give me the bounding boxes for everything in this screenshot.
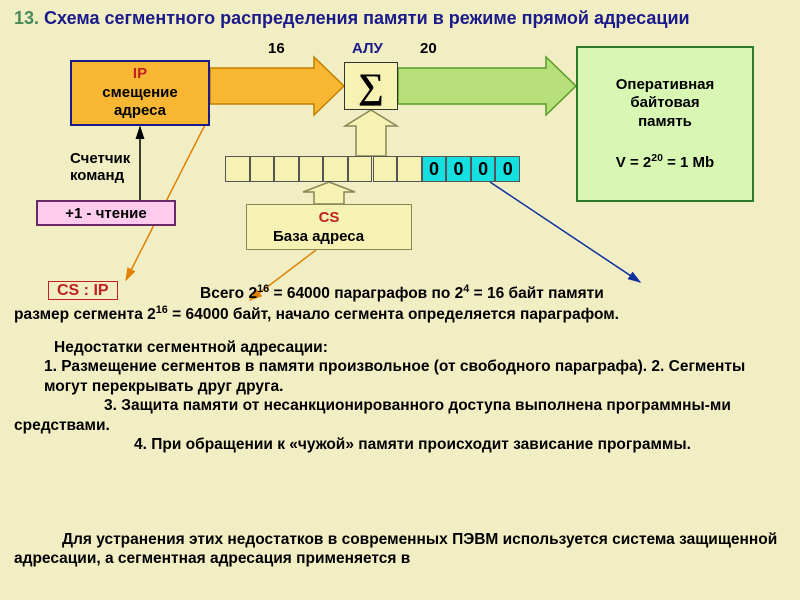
p3-text: Для устранения этих недостатков в соврем… (14, 531, 777, 567)
cs-register-box: CS База адреса (246, 204, 412, 250)
para1a: Всего 216 = 64000 параграфов по 24 = 16 … (200, 285, 604, 302)
p2-1: 1. Размещение сегментов в памяти произво… (44, 358, 745, 394)
cs-reg-name: CS (319, 209, 340, 226)
slide-title: 13. Схема сегментного распределения памя… (14, 8, 790, 29)
address-cell (225, 156, 250, 182)
address-cell (323, 156, 348, 182)
ip-line3: адреса (114, 102, 166, 121)
p2-3: 3. Защита памяти от несанкционированного… (14, 397, 731, 433)
mem-volume: V = 220 = 1 Mb (616, 152, 714, 173)
alu-sigma-box: ∑ (344, 62, 398, 110)
bus-width-20: 20 (420, 40, 437, 57)
address-cell-zero: 0 (495, 156, 520, 182)
mem-line2: байтовая (630, 94, 699, 113)
alu-label: АЛУ (352, 40, 383, 57)
address-cell (299, 156, 324, 182)
address-cell (397, 156, 422, 182)
paragraph-sizes: Всего 216 = 64000 параграфов по 24 = 16 … (14, 283, 786, 324)
address-cell (373, 156, 398, 182)
mem-line1: Оперативная (616, 76, 715, 95)
address-cell (250, 156, 275, 182)
counter-label: +1 - чтение (65, 205, 146, 222)
ip-register-box: IP смещение адреса (70, 60, 210, 126)
counter-caption-1: Счетчик (70, 150, 130, 167)
counter-caption: Счетчик команд (70, 150, 130, 184)
paragraph-drawbacks: Недостатки сегментной адресации: 1. Разм… (14, 338, 786, 454)
p2-4: 4. При обращении к «чужой» памяти происх… (134, 436, 691, 453)
memory-box: Оперативная байтовая память V = 220 = 1 … (576, 46, 754, 202)
para1b: размер сегмента 216 = 64000 байт, начало… (14, 306, 619, 323)
counter-caption-2: команд (70, 167, 130, 184)
cs-line2: База адреса (257, 227, 364, 247)
address-cell-zero: 0 (446, 156, 471, 182)
slide-number: 13. (14, 8, 39, 28)
slide-title-text: Схема сегментного распределения памяти в… (44, 8, 690, 28)
address-cell (274, 156, 299, 182)
paragraph-conclusion: Для устранения этих недостатков в соврем… (14, 530, 786, 569)
bus-width-16: 16 (268, 40, 285, 57)
mem-line3: память (638, 113, 692, 132)
ip-reg-name: IP (133, 65, 147, 82)
sigma-symbol: ∑ (358, 65, 384, 107)
address-cell-zero: 0 (422, 156, 447, 182)
counter-plusone-box: +1 - чтение (36, 200, 176, 226)
p2-head: Недостатки сегментной адресации: (14, 338, 786, 357)
address-cell-zero: 0 (471, 156, 496, 182)
address-cell (348, 156, 373, 182)
ip-line2: смещение (102, 84, 177, 103)
